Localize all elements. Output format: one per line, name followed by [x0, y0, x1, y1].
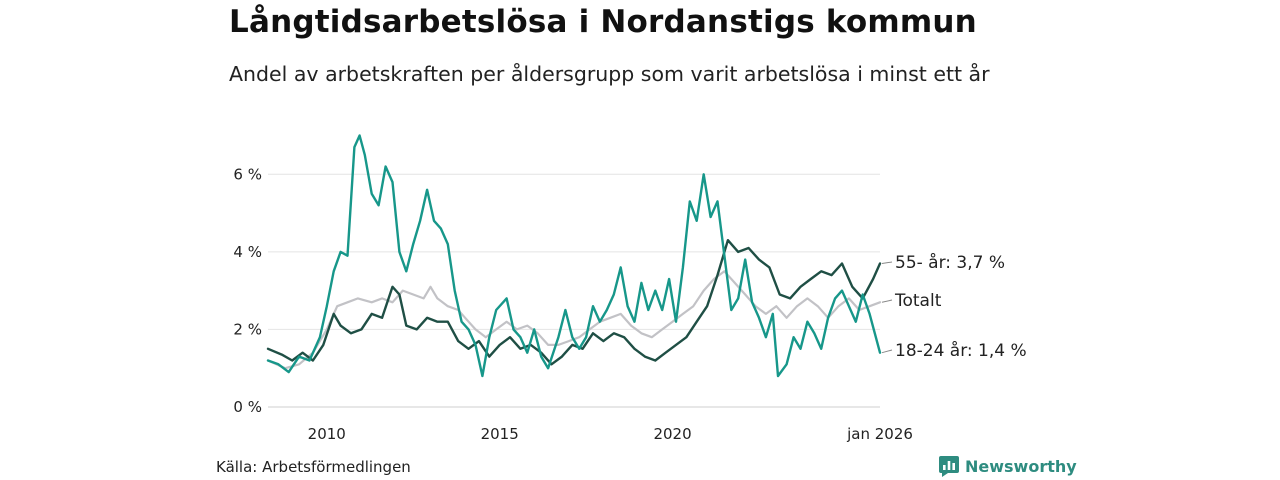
x-axis-labels: 2010 2015 2020 jan 2026 — [308, 425, 913, 443]
brand-name: Newsworthy — [965, 457, 1077, 476]
y-tick-label: 6 % — [233, 165, 262, 183]
series-end-label: 55- år: 3,7 % — [895, 252, 1005, 273]
x-tick-label: 2010 — [308, 425, 346, 443]
series-end-label: Totalt — [894, 291, 942, 311]
brand-logo: Newsworthy — [939, 456, 1077, 477]
label-connector — [881, 261, 893, 264]
y-tick-label: 0 % — [233, 398, 262, 416]
source-note: Källa: Arbetsförmedlingen — [216, 458, 411, 476]
chart-subtitle: Andel av arbetskraften per åldersgrupp s… — [229, 62, 990, 86]
x-tick-label: 2015 — [481, 425, 519, 443]
x-tick-label: 2020 — [653, 425, 691, 443]
y-tick-label: 2 % — [233, 320, 262, 338]
chart-title: Långtidsarbetslösa i Nordanstigs kommun — [229, 4, 977, 40]
series-line-18-24-r — [266, 134, 882, 378]
y-axis-labels: 0 % 2 % 4 % 6 % — [233, 165, 262, 416]
bar-chart-logo-icon — [939, 456, 959, 477]
series-labels: Totalt 55- år: 3,7 % 18-24 år: 1,4 % — [881, 252, 1027, 361]
x-tick-label: jan 2026 — [846, 425, 913, 443]
grid-layer — [268, 173, 880, 408]
series-line-55-r — [266, 239, 882, 366]
series-end-label: 18-24 år: 1,4 % — [895, 340, 1027, 361]
y-tick-label: 4 % — [233, 243, 262, 261]
label-connector — [881, 299, 893, 303]
series-line-totalt — [266, 270, 882, 370]
series-layer — [266, 134, 882, 378]
label-connector — [881, 349, 893, 354]
